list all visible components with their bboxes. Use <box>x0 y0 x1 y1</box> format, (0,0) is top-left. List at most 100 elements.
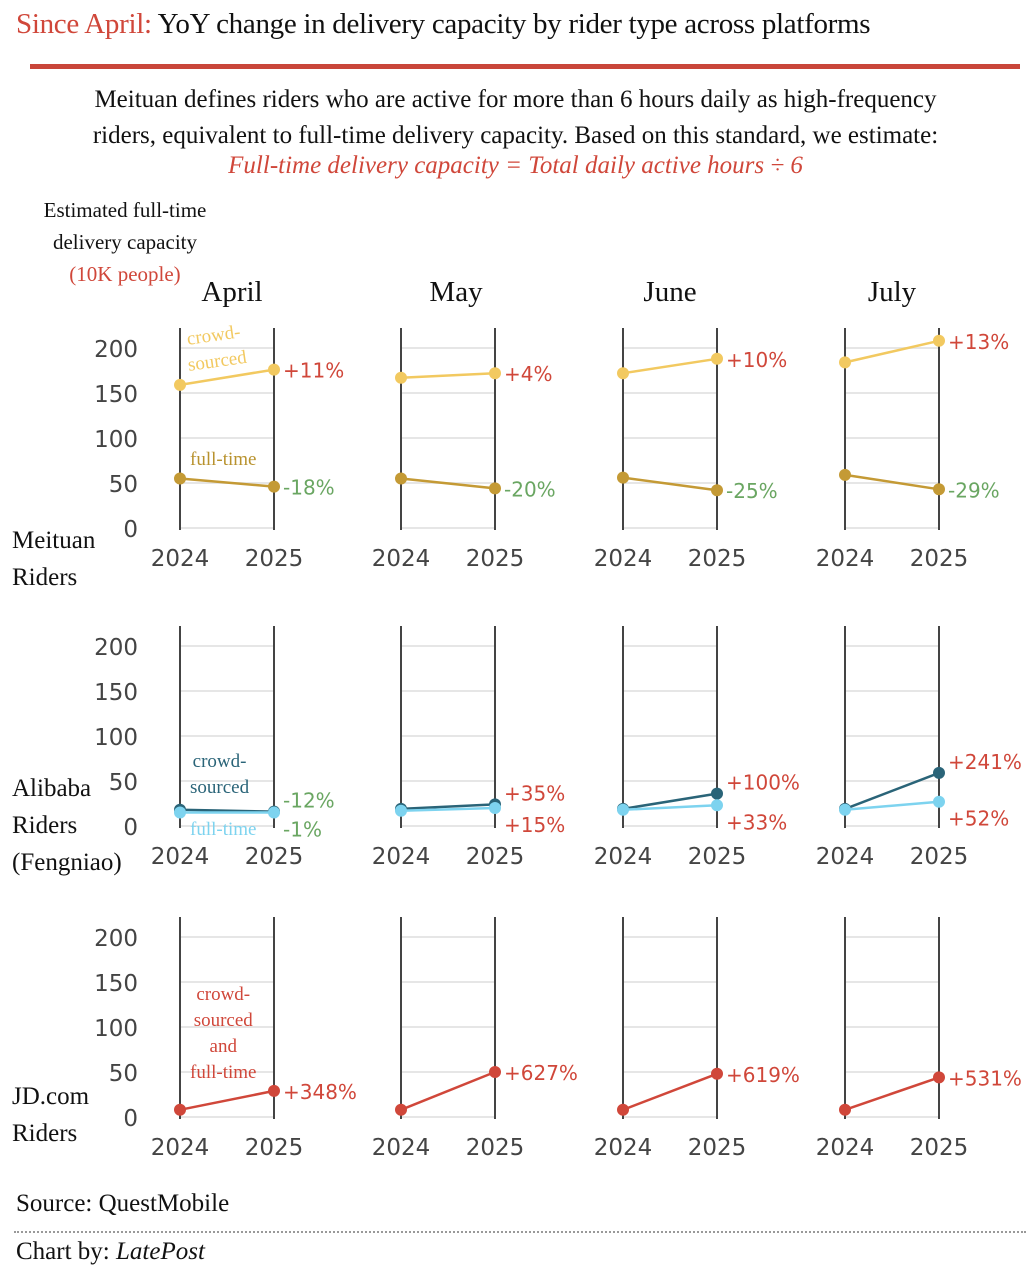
change-label: +11% <box>283 359 344 383</box>
x-tick-label: 2025 <box>466 844 525 870</box>
series-line <box>844 339 940 364</box>
x-tick-label: 2025 <box>245 546 304 572</box>
row-label-jd: JD.com Riders <box>12 1078 89 1152</box>
row-label-line: (Fengniao) <box>12 849 122 876</box>
data-point <box>711 1067 723 1080</box>
data-point <box>711 787 723 800</box>
data-point <box>489 367 501 380</box>
series-line <box>844 771 940 811</box>
change-label: +52% <box>948 807 1009 831</box>
y-tick-label: 0 <box>123 517 138 543</box>
series-line <box>400 371 496 379</box>
x-tick-label: 2025 <box>245 844 304 870</box>
annotation-line: crowd- <box>196 984 251 1005</box>
data-point <box>933 483 945 496</box>
x-tick-label: 2024 <box>151 844 210 870</box>
month-label-june: June <box>643 276 697 308</box>
data-point <box>933 1071 945 1084</box>
change-label: -1% <box>283 818 322 842</box>
row-label-line: Riders <box>12 564 78 591</box>
y-axis-unit: (10K people) <box>69 262 181 286</box>
x-tick-label: 2025 <box>245 1135 304 1161</box>
row-label-alibaba: Alibaba Riders (Fengniao) <box>12 770 122 881</box>
data-point <box>617 367 629 380</box>
change-label: -20% <box>504 477 556 501</box>
data-point <box>933 795 945 808</box>
row-label-line: Riders <box>12 812 78 839</box>
change-label: -18% <box>283 476 335 500</box>
change-label: +10% <box>726 348 787 372</box>
y-tick-label: 0 <box>123 1106 138 1132</box>
x-tick-label: 2025 <box>688 546 747 572</box>
month-label-may: May <box>429 276 483 308</box>
annotation-alibaba-fulltime: full-time <box>190 819 257 840</box>
x-tick-label: 2024 <box>594 1135 653 1161</box>
y-tick-label: 150 <box>94 971 138 997</box>
data-point <box>839 1103 851 1116</box>
y-tick-label: 50 <box>109 1061 138 1087</box>
series-line <box>622 804 718 812</box>
change-label: -25% <box>726 479 778 503</box>
row-label-line: Riders <box>12 1120 78 1147</box>
x-tick-label: 2024 <box>594 546 653 572</box>
data-point <box>268 1084 280 1097</box>
change-label: +100% <box>726 771 800 795</box>
y-tick-label: 150 <box>94 680 138 706</box>
row-label-line: Meituan <box>12 527 96 554</box>
data-point <box>268 806 280 819</box>
series-line <box>400 806 496 812</box>
data-point <box>395 1103 407 1116</box>
data-point <box>395 472 407 485</box>
y-tick-label: 200 <box>94 337 138 363</box>
data-point <box>174 806 186 819</box>
y-tick-label: 150 <box>94 382 138 408</box>
data-point <box>617 471 629 484</box>
change-label: -29% <box>948 478 1000 502</box>
y-axis-title-line: Estimated full-time <box>43 198 207 222</box>
series-line <box>622 476 718 492</box>
change-label: +35% <box>504 781 565 805</box>
source-note: Source: QuestMobile <box>16 1190 230 1217</box>
data-point <box>268 363 280 376</box>
x-tick-label: 2024 <box>594 844 653 870</box>
x-tick-label: 2024 <box>816 844 875 870</box>
series-line <box>844 800 940 812</box>
description-line: riders, equivalent to full-time delivery… <box>92 122 939 149</box>
month-label-july: July <box>867 276 917 308</box>
series-line <box>622 357 718 375</box>
x-tick-label: 2025 <box>910 546 969 572</box>
title-divider <box>30 64 1020 69</box>
formula: Full-time delivery capacity = Total dail… <box>228 152 803 179</box>
series-line <box>622 1072 718 1111</box>
chart-title: Since April: YoY change in delivery capa… <box>16 8 871 41</box>
x-tick-label: 2025 <box>910 844 969 870</box>
x-tick-label: 2024 <box>151 1135 210 1161</box>
series-line <box>400 803 496 811</box>
y-tick-label: 50 <box>109 770 138 796</box>
data-point <box>933 766 945 779</box>
data-point <box>395 371 407 384</box>
data-point <box>174 472 186 485</box>
annotation-jd: crowd- sourced and full-time <box>190 982 256 1086</box>
annotation-line: sourced <box>190 777 250 798</box>
title-accent: Since April: <box>16 8 152 40</box>
series-line <box>622 792 718 811</box>
data-point <box>617 803 629 816</box>
series-line <box>844 473 940 491</box>
change-label: +241% <box>948 750 1022 774</box>
data-point <box>268 480 280 493</box>
x-tick-label: 2024 <box>372 844 431 870</box>
x-tick-label: 2024 <box>372 546 431 572</box>
description-line: Meituan defines riders who are active fo… <box>94 86 937 113</box>
change-label: +15% <box>504 813 565 837</box>
change-label: +13% <box>948 330 1009 354</box>
x-tick-label: 2025 <box>466 1135 525 1161</box>
series-line <box>179 477 275 488</box>
series-line <box>179 1089 275 1112</box>
data-point <box>489 482 501 495</box>
chart-credit: Chart by: LatePost <box>16 1238 205 1266</box>
y-tick-label: 100 <box>94 427 138 453</box>
x-tick-label: 2024 <box>816 546 875 572</box>
